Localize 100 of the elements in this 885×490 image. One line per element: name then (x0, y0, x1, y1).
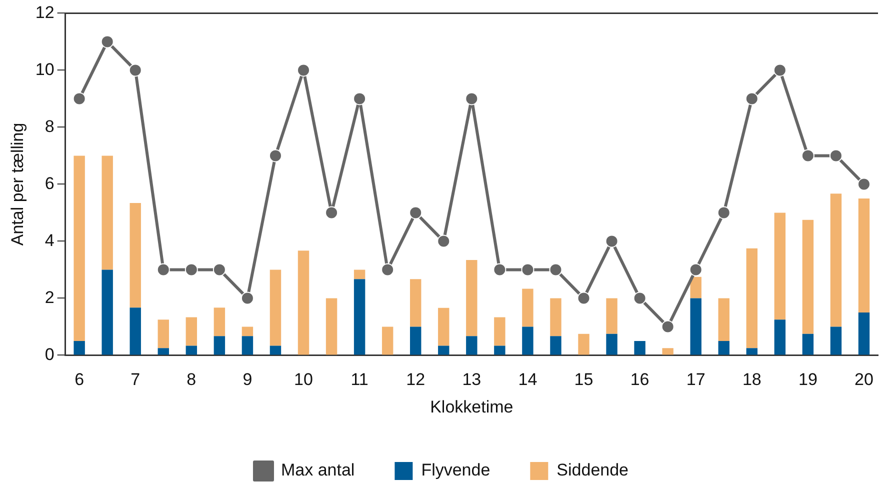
x-tick-label: 9 (242, 370, 252, 390)
x-tick-label: 8 (186, 370, 196, 390)
point (268, 149, 282, 162)
point (521, 263, 534, 276)
point (661, 320, 674, 334)
bar (410, 279, 422, 327)
bar (102, 156, 113, 270)
point (353, 92, 366, 106)
bar (298, 250, 310, 355)
point (100, 35, 114, 48)
bar (74, 340, 85, 355)
bar (186, 346, 198, 355)
bar (606, 298, 618, 334)
bar (718, 340, 730, 355)
x-tick-label: 13 (462, 370, 482, 390)
bar (718, 298, 730, 341)
bar (746, 348, 758, 355)
bar (438, 346, 450, 355)
bar (746, 248, 758, 348)
point (156, 263, 170, 276)
bar (186, 317, 198, 346)
x-tick-label: 12 (406, 370, 426, 390)
point (437, 234, 450, 248)
x-tick-label: 15 (574, 370, 594, 390)
bar (130, 203, 141, 308)
x-tick-label: 14 (518, 370, 538, 390)
point (493, 263, 506, 276)
point (717, 206, 730, 220)
y-tick-label: 8 (44, 116, 54, 136)
point (549, 263, 562, 276)
point (689, 263, 702, 276)
y-axis-title: Antal per tælling (8, 122, 27, 246)
bar (774, 212, 786, 320)
bar (158, 320, 169, 348)
bar (410, 326, 422, 355)
bar (494, 317, 506, 346)
bar (858, 312, 870, 355)
point (801, 149, 814, 162)
point (745, 92, 758, 106)
bar (438, 308, 450, 346)
bar (242, 326, 254, 336)
y-tick-label: 4 (44, 230, 54, 250)
bar (494, 346, 506, 355)
x-tick-label: 7 (130, 370, 140, 390)
bar (774, 320, 786, 355)
x-tick-label: 16 (630, 370, 650, 390)
bar (466, 260, 478, 336)
bar (662, 348, 674, 355)
bar (830, 194, 842, 327)
bar (690, 298, 702, 355)
bar (270, 270, 282, 346)
point (72, 92, 86, 106)
y-tick-label: 6 (44, 174, 54, 193)
point (240, 292, 254, 305)
x-axis-title: Klokketime (430, 397, 514, 416)
x-tick-label: 19 (798, 370, 818, 390)
bar (354, 270, 366, 280)
x-tick-label: 17 (686, 370, 706, 390)
point (212, 263, 226, 276)
y-tick-label: 2 (44, 288, 54, 307)
point (829, 149, 842, 162)
point (128, 64, 142, 77)
bar (270, 346, 282, 355)
bar (242, 336, 254, 355)
x-tick-label: 10 (294, 370, 313, 390)
bar (634, 340, 646, 355)
point (857, 178, 870, 191)
legend-label: Max antal (280, 460, 355, 480)
x-tick-label: 11 (350, 370, 368, 390)
y-tick-label: 12 (35, 2, 54, 22)
bar (830, 326, 842, 355)
point (605, 234, 618, 248)
bar (690, 276, 702, 298)
bar (522, 288, 534, 327)
bar (550, 298, 562, 336)
bar (354, 279, 366, 355)
bar (130, 308, 141, 355)
legend-label: Siddende (556, 460, 629, 480)
bar (326, 298, 338, 355)
point (633, 292, 646, 305)
bar (74, 156, 85, 341)
bar (578, 334, 590, 355)
bar (214, 336, 226, 355)
x-tick-label: 6 (74, 370, 84, 390)
bar (102, 270, 113, 355)
point (577, 292, 590, 305)
y-tick-label: 0 (44, 344, 54, 364)
point (325, 206, 338, 220)
x-tick-label: 18 (742, 370, 762, 390)
point (297, 64, 310, 77)
point (773, 64, 786, 77)
bar (466, 336, 478, 355)
bar (158, 348, 169, 355)
bar (802, 220, 814, 334)
bar (858, 198, 870, 312)
bar (550, 336, 562, 355)
point (381, 263, 394, 276)
y-tick-label: 10 (35, 60, 54, 79)
bar (522, 326, 534, 355)
x-tick-label: 20 (854, 370, 874, 390)
